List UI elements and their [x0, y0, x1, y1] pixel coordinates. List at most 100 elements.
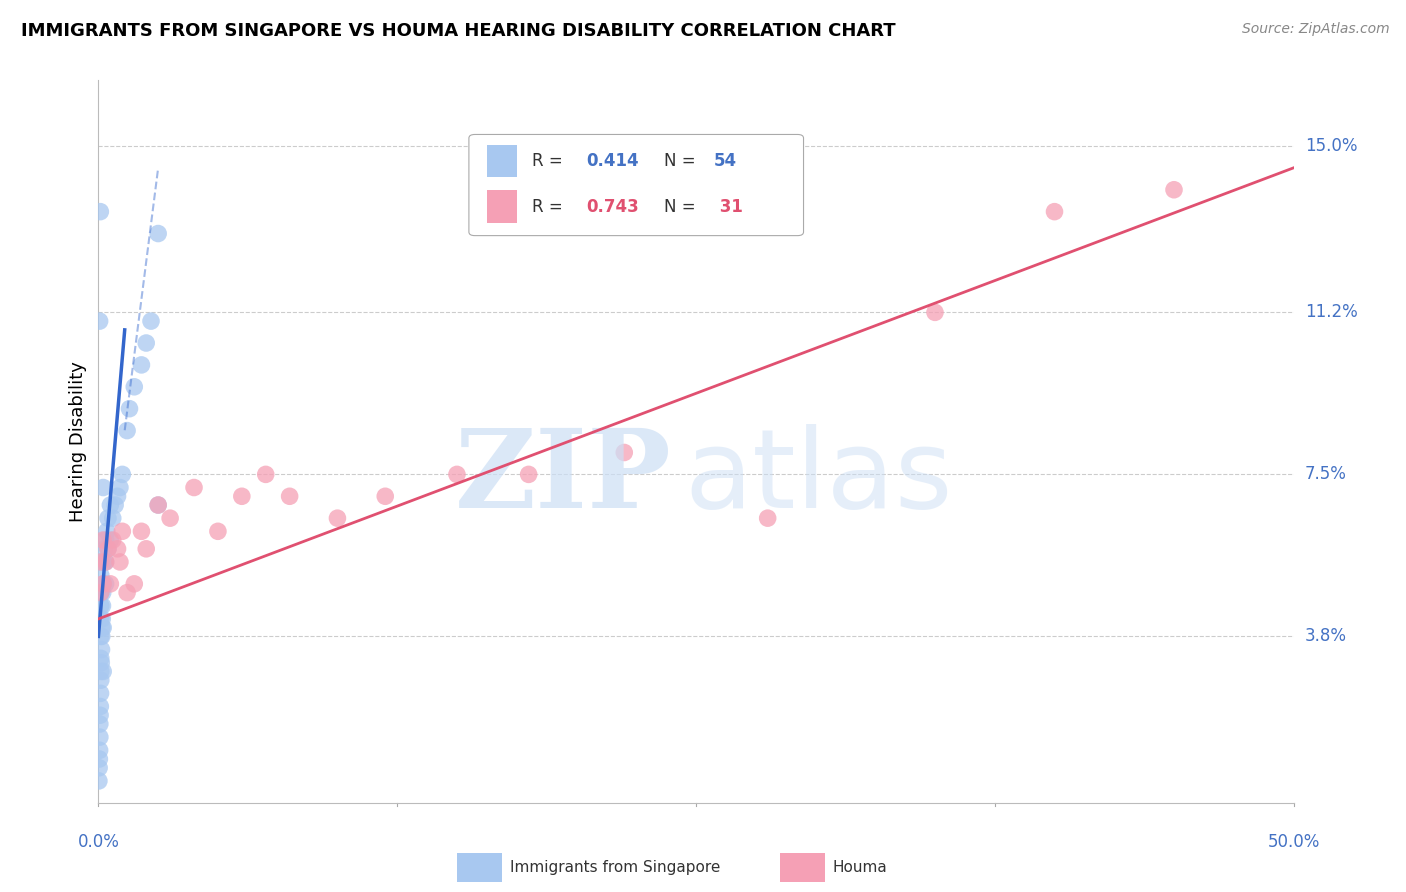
Bar	[486, 145, 517, 178]
Point	[89, 314, 111, 328]
Point	[89, 743, 111, 757]
Point	[90, 585, 112, 599]
Point	[924, 305, 946, 319]
Text: IMMIGRANTS FROM SINGAPORE VS HOUMA HEARING DISABILITY CORRELATION CHART: IMMIGRANTS FROM SINGAPORE VS HOUMA HEARI…	[21, 22, 896, 40]
Point	[131, 524, 153, 539]
FancyBboxPatch shape	[470, 135, 804, 235]
Text: Immigrants from Singapore: Immigrants from Singapore	[509, 860, 720, 875]
Text: N =: N =	[664, 153, 700, 170]
Point	[108, 481, 131, 495]
Point	[124, 380, 146, 394]
Point	[96, 524, 118, 539]
Point	[90, 629, 112, 643]
Text: 54: 54	[714, 153, 737, 170]
Point	[231, 489, 253, 503]
Point	[111, 524, 134, 539]
Point	[108, 555, 131, 569]
Text: 50.0%: 50.0%	[1267, 833, 1320, 851]
Point	[107, 541, 129, 556]
Point	[446, 467, 468, 482]
Point	[91, 481, 114, 495]
Point	[97, 541, 120, 556]
Point	[90, 555, 112, 569]
Point	[91, 585, 114, 599]
Point	[613, 445, 636, 459]
Point	[87, 773, 110, 788]
Point	[89, 708, 111, 723]
Point	[89, 730, 111, 744]
Y-axis label: Hearing Disability: Hearing Disability	[69, 361, 87, 522]
Point	[101, 533, 124, 547]
Point	[91, 577, 114, 591]
Text: 0.0%: 0.0%	[77, 833, 120, 851]
Point	[90, 612, 112, 626]
Point	[278, 489, 301, 503]
Point	[98, 498, 122, 512]
Text: ZIP: ZIP	[456, 425, 672, 531]
Text: 7.5%: 7.5%	[1305, 466, 1347, 483]
Text: 15.0%: 15.0%	[1305, 137, 1357, 155]
Point	[374, 489, 396, 503]
Point	[90, 686, 112, 700]
Point	[115, 585, 138, 599]
Text: 0.414: 0.414	[586, 153, 638, 170]
Point	[90, 555, 112, 569]
Point	[90, 585, 112, 599]
Point	[159, 511, 181, 525]
Text: R =: R =	[533, 153, 568, 170]
Point	[93, 541, 115, 556]
Point	[207, 524, 229, 539]
Text: 3.8%: 3.8%	[1305, 627, 1347, 646]
Bar	[486, 191, 517, 223]
Point	[90, 673, 112, 688]
Point	[90, 568, 112, 582]
Point	[111, 467, 134, 482]
Point	[98, 533, 122, 547]
Bar	[457, 854, 502, 882]
Point	[517, 467, 540, 482]
Point	[90, 599, 112, 613]
Point	[91, 621, 114, 635]
Point	[254, 467, 277, 482]
Point	[89, 761, 111, 775]
Point	[107, 489, 129, 503]
Point	[139, 314, 162, 328]
Point	[89, 752, 111, 766]
Point	[89, 699, 111, 714]
Point	[98, 577, 122, 591]
Point	[91, 612, 114, 626]
Point	[135, 336, 157, 351]
Point	[131, 358, 153, 372]
Text: N =: N =	[664, 198, 700, 216]
Point	[94, 533, 117, 547]
Point	[91, 599, 114, 613]
Point	[91, 577, 114, 591]
Text: Source: ZipAtlas.com: Source: ZipAtlas.com	[1241, 22, 1389, 37]
Point	[104, 498, 127, 512]
Point	[91, 665, 114, 679]
Text: Houma: Houma	[832, 860, 887, 875]
Point	[148, 227, 170, 241]
Point	[90, 651, 112, 665]
Point	[90, 642, 112, 657]
Text: 11.2%: 11.2%	[1305, 303, 1357, 321]
Point	[91, 621, 114, 635]
Point	[1163, 183, 1185, 197]
Point	[756, 511, 779, 525]
Point	[90, 656, 112, 670]
Bar	[779, 854, 825, 882]
Point	[118, 401, 141, 416]
Text: R =: R =	[533, 198, 568, 216]
Point	[101, 511, 124, 525]
Point	[124, 577, 146, 591]
Point	[115, 424, 138, 438]
Point	[94, 555, 117, 569]
Point	[94, 555, 117, 569]
Text: atlas: atlas	[685, 425, 952, 531]
Point	[91, 533, 114, 547]
Text: 0.743: 0.743	[586, 198, 638, 216]
Point	[326, 511, 349, 525]
Text: 31: 31	[714, 198, 742, 216]
Point	[135, 541, 157, 556]
Point	[1043, 204, 1066, 219]
